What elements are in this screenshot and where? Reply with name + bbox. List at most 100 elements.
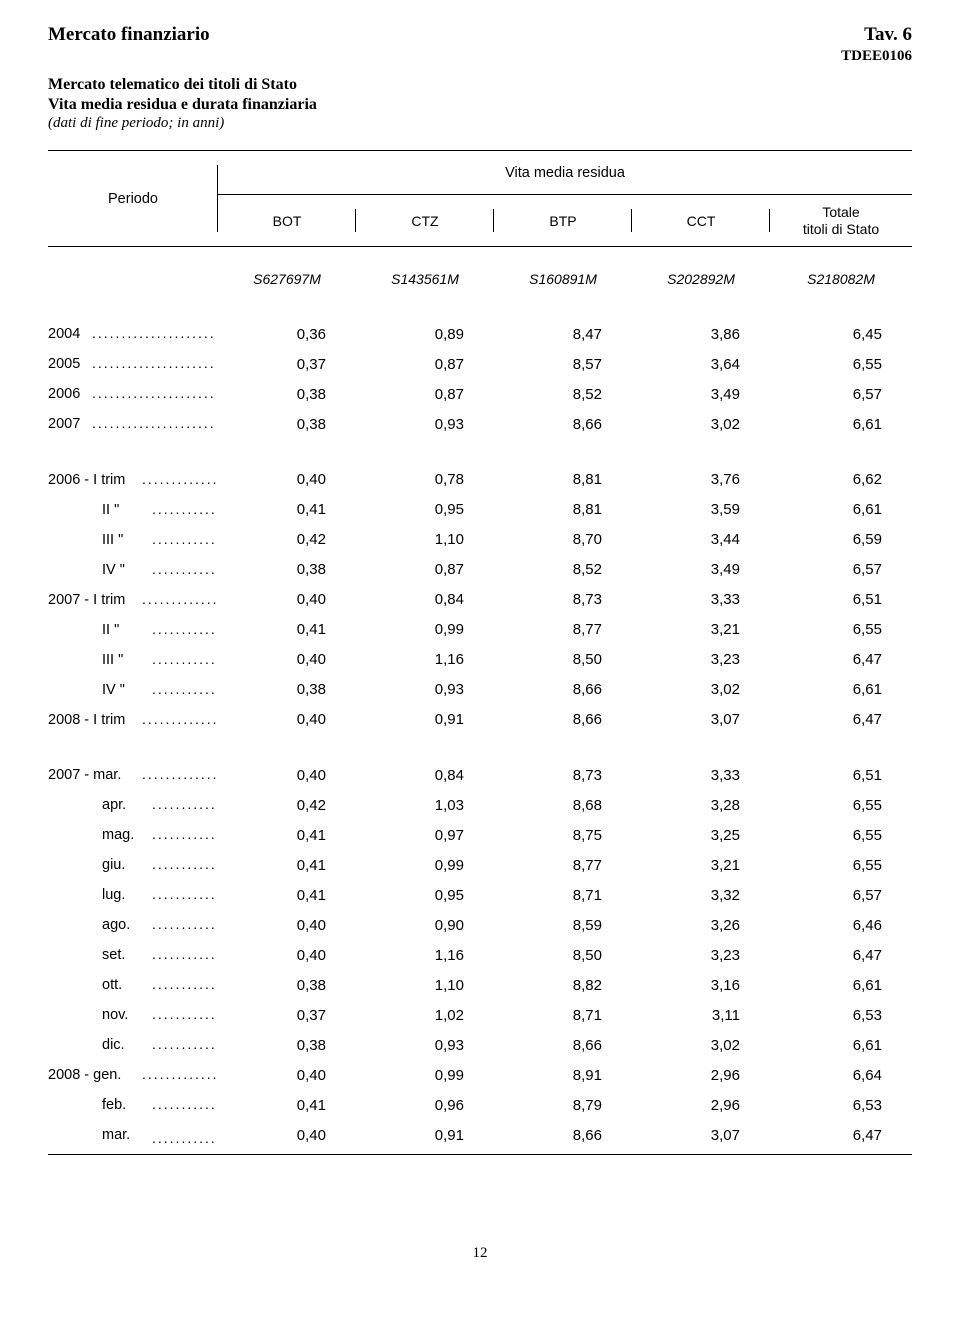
cell-value: 0,41 [218,820,356,850]
cell-value: 0,37 [218,349,356,379]
cell-value: 3,76 [632,439,770,495]
cell-value: 3,49 [632,379,770,409]
cell-value: 8,52 [494,555,632,585]
col-periodo: Periodo [48,151,218,247]
cell-value: 8,47 [494,319,632,349]
cell-value: 0,38 [218,555,356,585]
col-totale: Totale titoli di Stato [770,195,912,247]
cell-value: 3,11 [632,1000,770,1030]
row-label: ott. ...................................… [48,970,218,1000]
cell-value: 8,81 [494,439,632,495]
cell-value: 0,41 [218,495,356,525]
cell-value: 8,57 [494,349,632,379]
table-row: II "....................................… [48,495,912,525]
cell-value: 0,87 [356,379,494,409]
cell-value: 8,59 [494,910,632,940]
row-label: apr. ...................................… [48,790,218,820]
cell-value: 3,23 [632,645,770,675]
table-row: IV "....................................… [48,555,912,585]
row-label: 2004....................................… [48,319,218,349]
code-bot: S627697M [218,247,356,320]
table-header: Periodo Vita media residua BOT CTZ BTP C… [48,151,912,320]
cell-value: 0,40 [218,940,356,970]
cell-value: 0,36 [218,319,356,349]
cell-value: 3,86 [632,319,770,349]
cell-value: 0,38 [218,675,356,705]
cell-value: 0,41 [218,1090,356,1120]
cell-value: 0,99 [356,615,494,645]
table-row: giu. ...................................… [48,850,912,880]
cell-value: 0,42 [218,525,356,555]
cell-value: 3,02 [632,675,770,705]
page-number: 12 [48,1155,912,1286]
cell-value: 0,40 [218,705,356,735]
table-row: III "...................................… [48,525,912,555]
cell-value: 8,81 [494,495,632,525]
col-totale-line2: titoli di Stato [803,221,879,237]
cell-value: 1,02 [356,1000,494,1030]
row-label: nov. ...................................… [48,1000,218,1030]
cell-value: 0,93 [356,1030,494,1060]
table-row: 2006....................................… [48,379,912,409]
cell-value: 3,28 [632,790,770,820]
row-label: mar. ...................................… [48,1120,218,1154]
subtitle-note: (dati di fine periodo; in anni) [48,115,912,132]
cell-value: 0,42 [218,790,356,820]
cell-value: 3,44 [632,525,770,555]
cell-value: 3,26 [632,910,770,940]
cell-value: 6,61 [770,1030,912,1060]
cell-value: 8,66 [494,1030,632,1060]
cell-value: 6,55 [770,850,912,880]
row-label: IV "....................................… [48,555,218,585]
cell-value: 6,61 [770,495,912,525]
cell-value: 3,49 [632,555,770,585]
cell-value: 0,37 [218,1000,356,1030]
cell-value: 3,21 [632,615,770,645]
table-row: 2007 - mar. ............................… [48,735,912,791]
cell-value: 6,57 [770,379,912,409]
table-row: mag. ...................................… [48,820,912,850]
row-label: lug. ...................................… [48,880,218,910]
cell-value: 0,40 [218,910,356,940]
table-row: ago. ...................................… [48,910,912,940]
subtitle-line-1: Mercato telematico dei titoli di Stato [48,75,912,95]
row-label: feb. ...................................… [48,1090,218,1120]
col-totale-line1: Totale [822,204,859,220]
cell-value: 0,41 [218,615,356,645]
row-label: 2008 - I trim...........................… [48,705,218,735]
cell-value: 0,89 [356,319,494,349]
table-row: dic. ...................................… [48,1030,912,1060]
cell-value: 6,62 [770,439,912,495]
cell-value: 3,02 [632,1030,770,1060]
cell-value: 0,87 [356,555,494,585]
cell-value: 0,97 [356,820,494,850]
cell-value: 8,77 [494,850,632,880]
row-label: 2007 - mar. ............................… [48,735,218,791]
row-label: 2005....................................… [48,349,218,379]
cell-value: 6,47 [770,940,912,970]
cell-value: 0,95 [356,880,494,910]
cell-value: 0,84 [356,735,494,791]
table-row: set. ...................................… [48,940,912,970]
row-label: II "....................................… [48,615,218,645]
table-row: ott. ...................................… [48,970,912,1000]
cell-value: 0,93 [356,409,494,439]
cell-value: 0,40 [218,439,356,495]
cell-value: 0,78 [356,439,494,495]
row-label: IV "....................................… [48,675,218,705]
page-title-left: Mercato finanziario [48,24,210,46]
table-row: apr. ...................................… [48,790,912,820]
cell-value: 0,84 [356,585,494,615]
cell-value: 3,07 [632,1120,770,1154]
table-row: feb. ...................................… [48,1090,912,1120]
cell-value: 8,70 [494,525,632,555]
code-btp: S160891M [494,247,632,320]
cell-value: 0,91 [356,1120,494,1154]
cell-value: 6,46 [770,910,912,940]
title-row: Mercato finanziario Tav. 6 [48,24,912,46]
cell-value: 6,51 [770,735,912,791]
table-row: 2006 - I trim...........................… [48,439,912,495]
row-label: 2007 - I trim...........................… [48,585,218,615]
cell-value: 0,90 [356,910,494,940]
cell-value: 8,50 [494,645,632,675]
